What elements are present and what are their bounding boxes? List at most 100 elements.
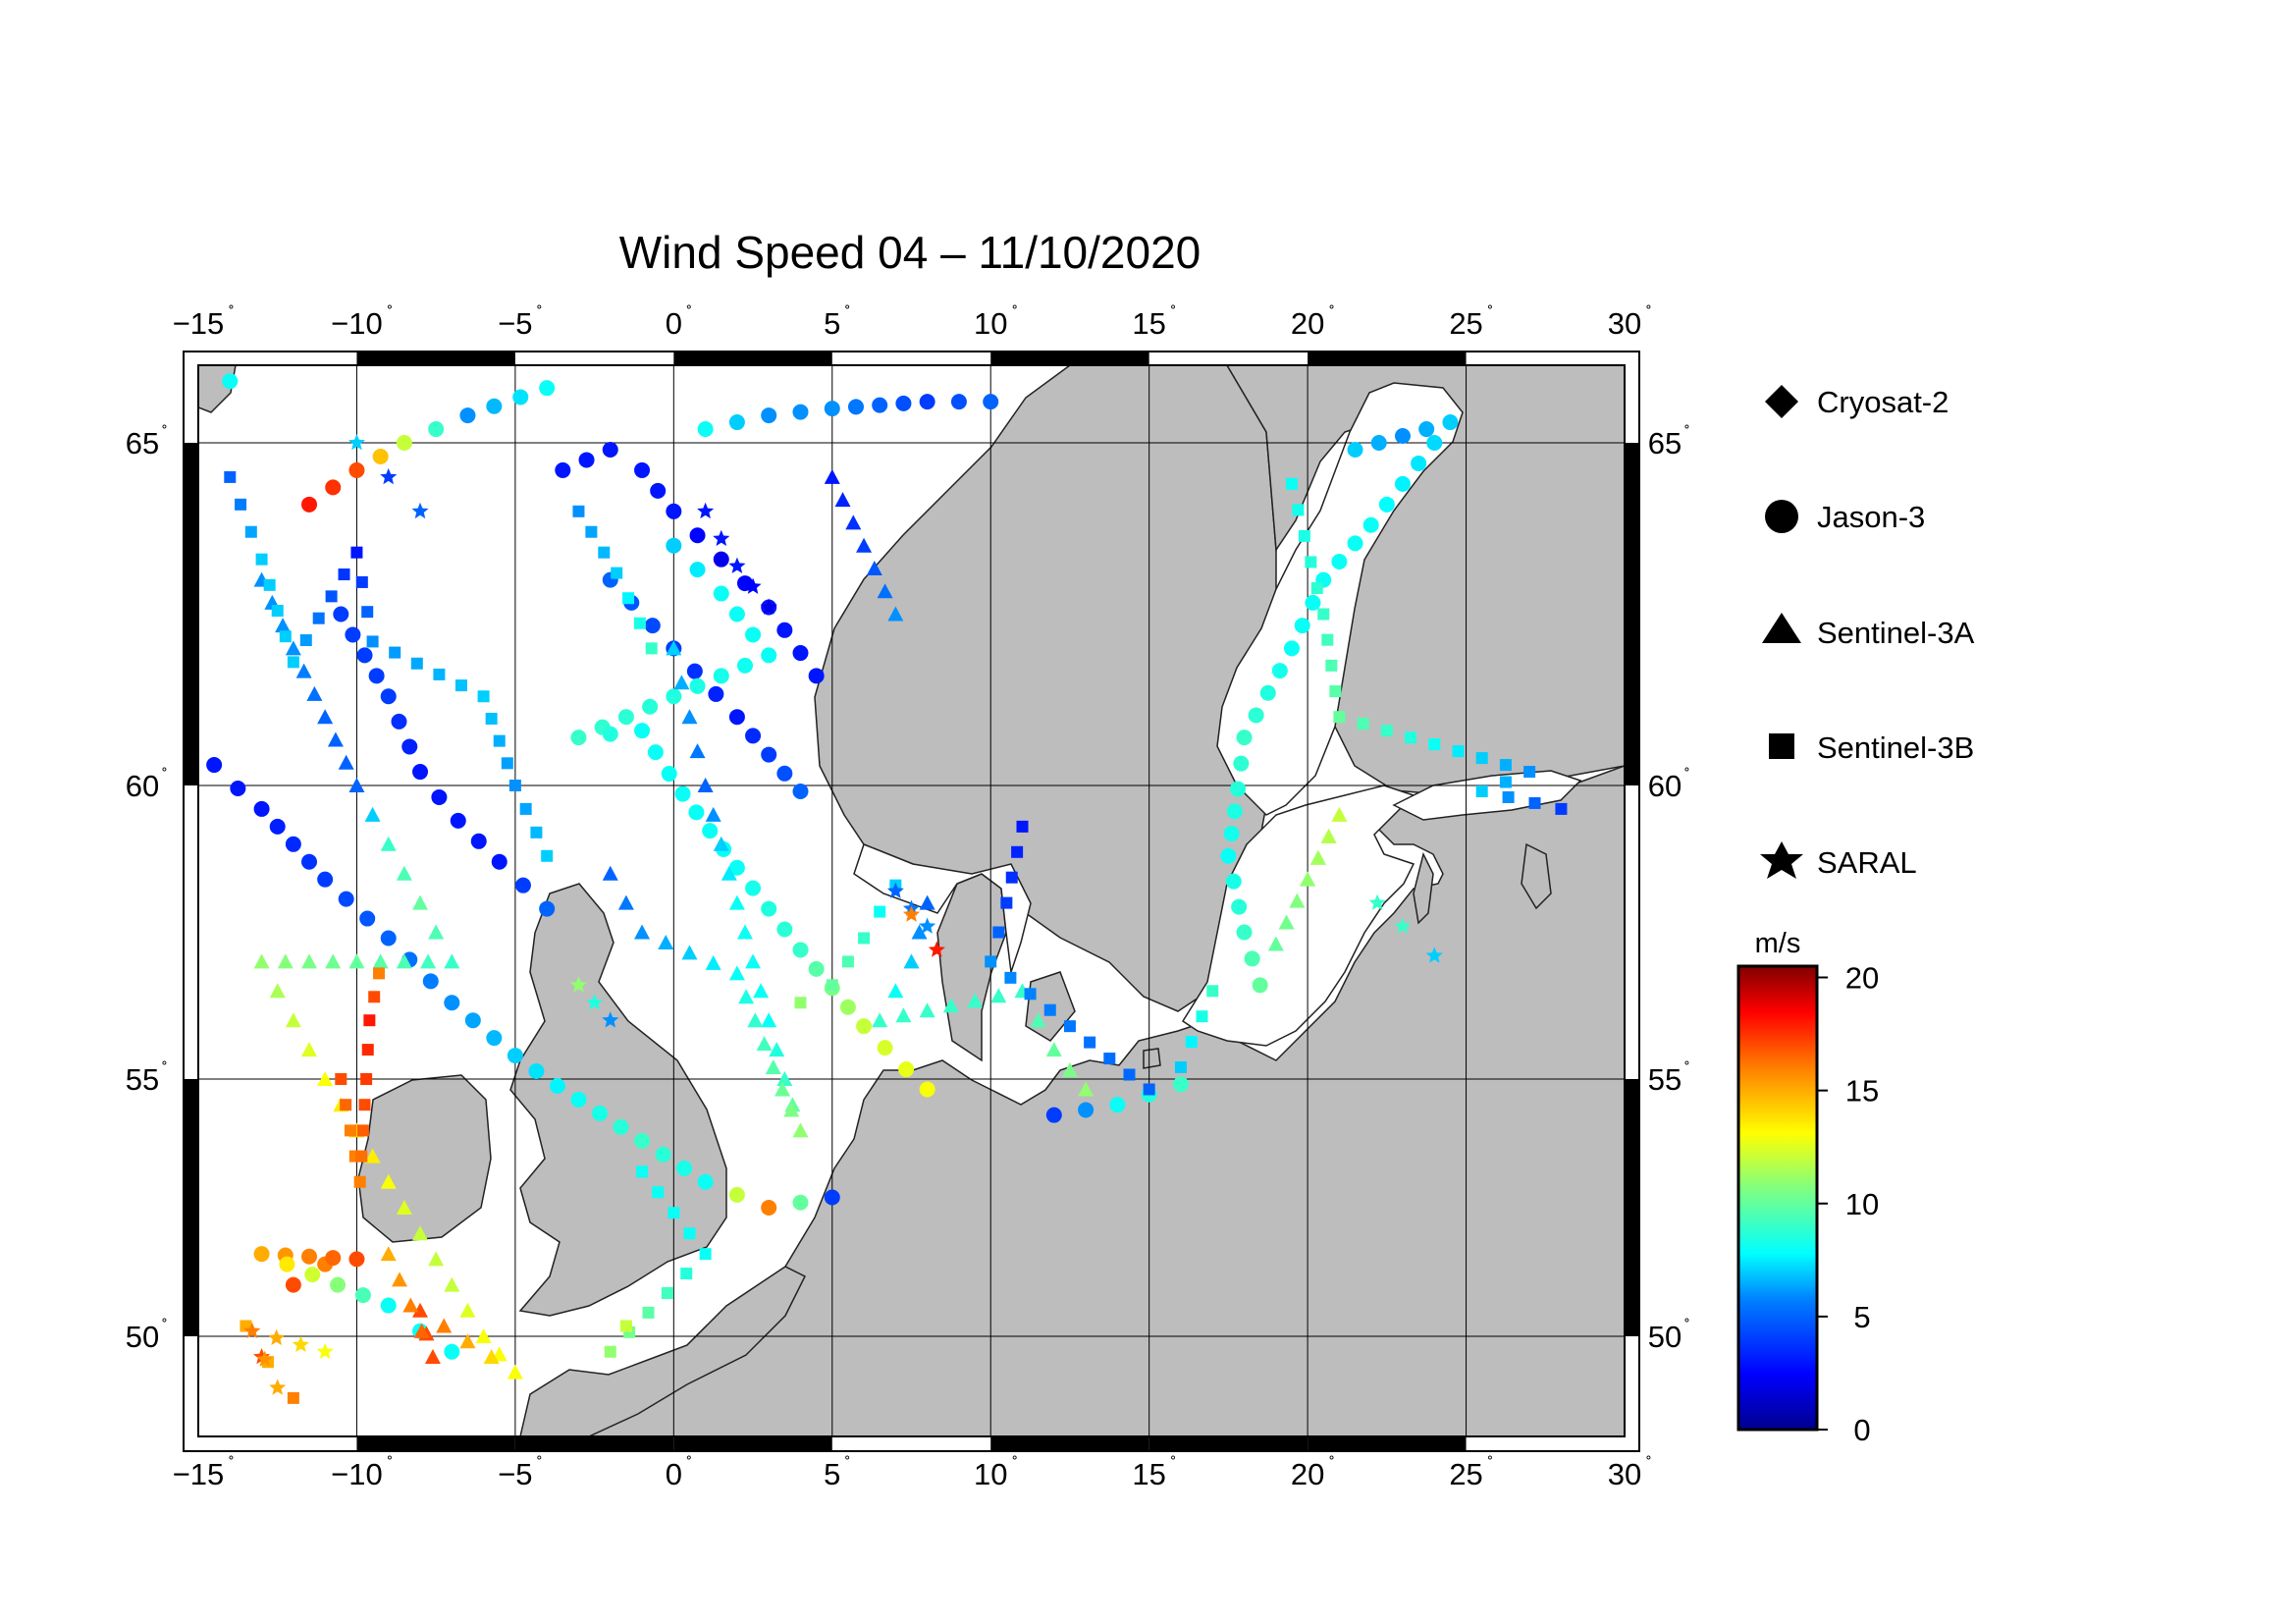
jason-3-point [792,783,809,799]
sentinel-3b-point [1428,738,1441,751]
sentinel-3a-point [713,836,729,851]
sentinel-3b-point [338,568,350,581]
degree-mark: ˚ [229,1454,235,1473]
lon-tick-label: 25 [1449,306,1482,341]
sentinel-3a-point [1309,849,1326,865]
lat-tick-label: 55 [126,1062,159,1097]
jason-3-point [847,399,864,415]
sentinel-3a-point [721,865,737,881]
sentinel-3a-point [1320,828,1337,843]
degree-mark: ˚ [1012,303,1018,322]
jason-3-point [1225,873,1242,890]
saral-point [256,1350,274,1367]
frame-bar-top [673,352,832,365]
saral-point [928,941,945,957]
jason-3-point [348,461,365,478]
sea-skagerrak [853,843,1032,973]
sentinel-3b-point [572,505,585,517]
jason-3-point [856,1018,873,1035]
sentinel-3a-point [348,953,365,969]
sentinel-3a-point [483,1348,500,1364]
jason-3-point [634,723,651,739]
degree-mark: ˚ [845,1454,851,1473]
sentinel-3a-point [895,1007,912,1023]
sentinel-3a-point [301,1042,318,1057]
jason-3-point [776,765,793,782]
sentinel-3a-point [380,1246,397,1262]
jason-3-point [839,999,856,1015]
sentinel-3b-point [1292,504,1305,516]
degree-mark: ˚ [1329,1454,1335,1473]
sentinel-3a-point [747,1012,764,1028]
jason-3-point [325,479,342,496]
sentinel-3a-point [327,731,344,747]
sentinel-3a-point [756,1036,773,1052]
sentinel-3a-point [728,965,745,981]
sentinel-3b-point [477,690,490,703]
sentinel-3b-point [699,1248,712,1261]
frame-checker-bars [184,352,1639,1451]
sentinel-3a-point [1267,936,1284,951]
sentinel-3b-point [1380,725,1393,737]
sentinel-3b-point [1005,871,1018,884]
saral-point [902,905,921,922]
jason-3-point [1236,730,1253,746]
sentinel-3a-point [776,1071,793,1086]
colorbar: m/s 0 5 10 15 20 [1736,928,1879,1447]
saral-point [1425,947,1443,963]
sentinel-3a-point [412,1225,429,1241]
jason-3-point [728,414,745,431]
sentinel-3b-point [622,592,635,605]
jason-3-point [285,836,301,852]
jason-3-point [728,1186,745,1203]
sentinel-3a-point [253,953,270,969]
degree-mark: ˚ [162,766,168,784]
jason-3-point [279,1256,295,1272]
sentinel-3b-point [1499,759,1512,772]
sentinel-3a-point [1300,871,1316,887]
sentinel-3b-point [667,1207,680,1219]
sentinel-3a-point [919,1002,935,1018]
sentinel-3b-point [1305,556,1317,568]
jason-3-point [745,626,762,643]
jason-3-point [1331,553,1348,569]
degree-mark: ˚ [686,303,692,322]
jason-3-point [380,688,397,705]
sentinel-3a-point [856,537,873,553]
sentinel-3a-point [774,1081,791,1097]
jason-3-point [808,668,825,684]
jason-3-point [666,537,682,554]
sentinel-3a-point [380,1173,397,1189]
sentinel-3b-point [368,991,381,1003]
jason-3-point [824,401,840,417]
sentinel-3a-point [1331,806,1348,822]
jason-3-point [491,853,507,870]
sentinel-3a-point [705,806,721,822]
sentinel-3b-point [235,498,247,511]
frame-bar-bottom [990,1436,1149,1451]
sentinel-3b-point [335,1073,347,1085]
legend-label-sentinel-3a: Sentinel-3A [1817,616,1975,650]
sentinel-3a-point [396,1200,412,1215]
saral-point [569,976,587,993]
sentinel-3b-point [1405,731,1417,744]
sentinel-3b-point [985,955,997,968]
sentinel-3b-point [992,926,1005,939]
land-ireland [357,1074,492,1243]
sentinel-3b-point [1499,776,1512,788]
sentinel-3a-point [285,640,301,656]
jason-3-point [602,441,618,458]
jason-3-point [1045,1107,1062,1123]
saral-point [713,529,730,546]
jason-3-point [689,562,706,578]
sentinel-3a-point [602,865,618,881]
sentinel-3a-point [338,754,354,770]
frame-bar-bottom [356,1436,515,1451]
lat-tick-label: 65 [126,426,159,460]
sentinel-3b-point [356,1124,369,1137]
jason-3-point [230,780,246,796]
saral-point [586,994,604,1010]
map-frame-inner [197,364,1626,1437]
sentinel-3a-point [444,953,460,969]
